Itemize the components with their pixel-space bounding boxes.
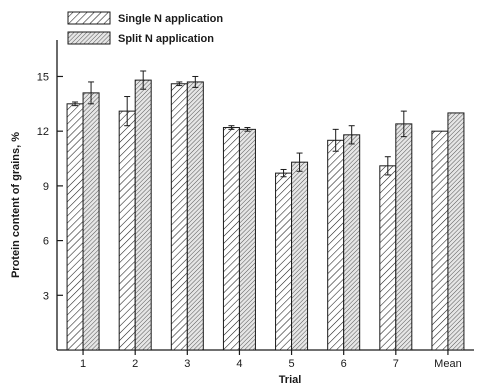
x-axis-title: Trial xyxy=(279,374,302,385)
bar-split xyxy=(447,112,465,351)
legend-swatch-single xyxy=(67,11,111,25)
y-axis-title: Protein content of grains, % xyxy=(10,132,22,278)
bar-split xyxy=(238,128,256,351)
y-tick-label: 9 xyxy=(43,181,49,193)
legend-swatch-split xyxy=(67,31,111,45)
y-tick-label: 6 xyxy=(43,236,49,248)
legend-item-single: Single N application xyxy=(67,11,223,25)
legend-label-split: Split N application xyxy=(118,33,214,45)
bar-split xyxy=(186,81,204,351)
bar-single xyxy=(118,110,136,351)
legend-label-single: Single N application xyxy=(118,13,223,25)
x-tick-label: 5 xyxy=(289,358,295,370)
bar-single xyxy=(170,83,188,351)
x-tick-label: 2 xyxy=(132,358,138,370)
x-tick-label: 7 xyxy=(393,358,399,370)
x-tick-label: 4 xyxy=(236,358,242,370)
bar-split xyxy=(343,134,361,351)
x-tick-label: 3 xyxy=(184,358,190,370)
y-tick-label: 12 xyxy=(37,126,49,138)
x-tick-label: 1 xyxy=(80,358,86,370)
bar-split xyxy=(82,92,100,351)
bar-single xyxy=(222,127,240,351)
bar-single xyxy=(275,172,293,351)
bar-split xyxy=(395,123,413,351)
x-tick-label: 6 xyxy=(341,358,347,370)
y-tick-label: 3 xyxy=(43,290,49,302)
bar-single xyxy=(379,165,397,351)
y-tick-label: 15 xyxy=(37,71,49,83)
legend: Single N application Split N application xyxy=(67,11,223,45)
bar-split xyxy=(134,79,152,351)
legend-item-split: Split N application xyxy=(67,31,214,45)
bar-single xyxy=(431,130,449,351)
bar-single xyxy=(327,139,345,351)
x-tick-label: Mean xyxy=(434,358,462,370)
bar-split xyxy=(291,161,309,351)
bar-single xyxy=(66,103,84,351)
